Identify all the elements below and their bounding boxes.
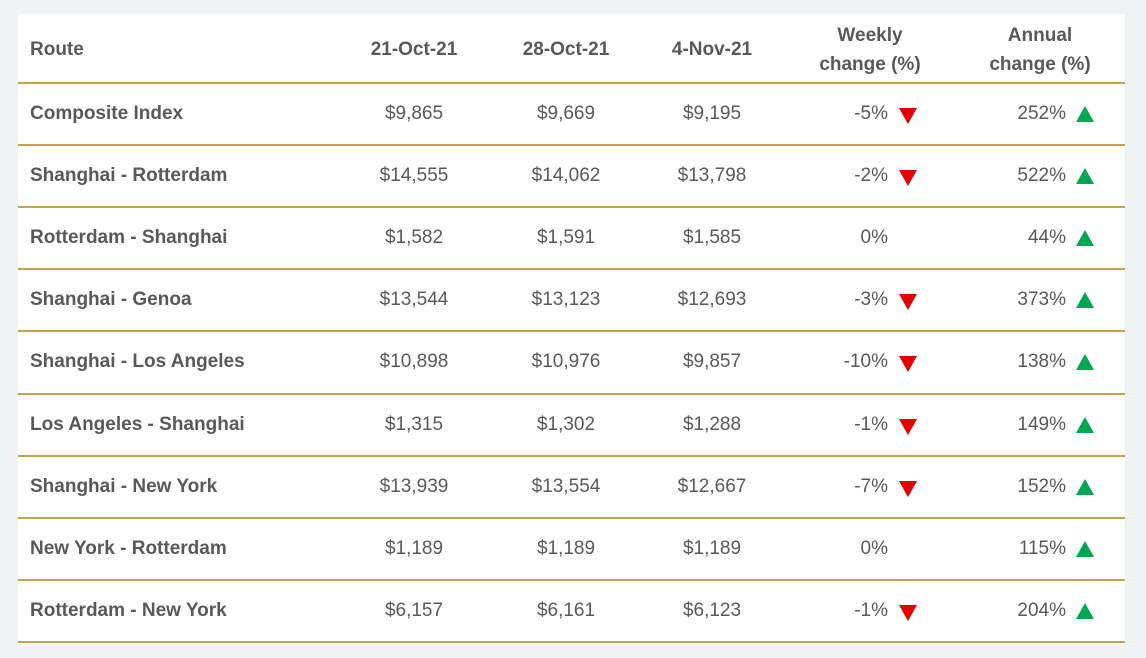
down-arrow xyxy=(899,480,917,497)
cell-value: -5% xyxy=(854,103,888,124)
row-rule xyxy=(18,640,1125,643)
cell-value: -3% xyxy=(854,289,888,311)
row-rule xyxy=(18,144,1125,147)
cell-value: 44% xyxy=(1027,227,1066,249)
cell-value: $12,693 xyxy=(677,289,747,311)
cell-value: 0% xyxy=(860,227,888,249)
up-arrow xyxy=(1076,416,1094,433)
cell-value: $1,189 xyxy=(682,537,742,559)
cell-value: -1% xyxy=(854,599,888,621)
cell-value: $14,062 xyxy=(531,165,601,187)
cell-value: 252% xyxy=(1017,103,1066,124)
up-arrow xyxy=(1076,292,1094,309)
column-header: 4-Nov-21 xyxy=(671,39,753,60)
column-header: 21-Oct-21 xyxy=(370,39,458,60)
cell-value: $9,195 xyxy=(682,103,742,124)
cell-value: -2% xyxy=(854,165,888,187)
cell-value: -7% xyxy=(854,475,888,497)
down-arrow xyxy=(899,356,917,373)
route-name: Rotterdam - New York xyxy=(30,599,227,621)
cell-value: $1,302 xyxy=(536,413,596,435)
up-arrow xyxy=(1076,602,1094,619)
cell-value: -10% xyxy=(843,351,888,373)
cell-value: 522% xyxy=(1017,165,1066,187)
down-arrow xyxy=(899,418,917,435)
route-name: Composite Index xyxy=(30,103,184,124)
cell-value: $9,857 xyxy=(682,351,742,373)
cell-value: $10,976 xyxy=(531,351,601,373)
route-name: Shanghai - Rotterdam xyxy=(30,165,228,187)
down-arrow xyxy=(899,170,917,187)
cell-value: $13,544 xyxy=(379,289,449,311)
cell-value: $13,554 xyxy=(531,475,601,497)
row-rule xyxy=(18,392,1125,395)
cell-value: 115% xyxy=(1018,537,1066,559)
column-header: Route xyxy=(30,39,84,60)
route-name: New York - Rotterdam xyxy=(30,537,227,559)
cell-value: $1,288 xyxy=(682,413,742,435)
up-arrow xyxy=(1076,106,1094,122)
cell-value: $1,189 xyxy=(536,537,596,559)
cell-value: $1,189 xyxy=(384,537,444,559)
cell-value: $9,865 xyxy=(384,103,444,124)
route-name: Shanghai - Genoa xyxy=(30,289,192,311)
cell-value: $6,123 xyxy=(682,599,742,621)
route-name: Shanghai - New York xyxy=(30,475,218,497)
up-arrow xyxy=(1076,354,1094,371)
cell-value: $10,898 xyxy=(379,351,449,373)
cell-value: 204% xyxy=(1017,599,1066,621)
cell-value: $1,591 xyxy=(536,227,596,249)
up-arrow xyxy=(1076,168,1094,185)
up-arrow xyxy=(1076,478,1094,495)
column-header: Annual change (%) xyxy=(989,25,1091,75)
cell-value: 152% xyxy=(1017,475,1066,497)
cell-value: 149% xyxy=(1017,413,1066,435)
cell-value: $14,555 xyxy=(379,165,449,187)
route-name: Los Angeles - Shanghai xyxy=(30,413,245,435)
cell-value: 373% xyxy=(1017,289,1066,311)
cell-value: $6,161 xyxy=(536,599,596,621)
row-rule xyxy=(18,454,1125,457)
cell-value: $13,798 xyxy=(677,165,747,187)
cell-value: -1% xyxy=(854,413,888,435)
table: Route 21-Oct-21 28-Oct-21 4-Nov-21 Weekly ch… xyxy=(18,14,1125,644)
cell-value: $6,157 xyxy=(384,599,444,621)
cell-value: $9,669 xyxy=(536,103,596,124)
cell-value: 0% xyxy=(860,537,888,559)
column-header: Weekly change (%) xyxy=(819,25,921,75)
cell-value: $1,315 xyxy=(384,413,444,435)
down-arrow xyxy=(899,294,917,311)
header-rule xyxy=(18,82,1125,84)
up-arrow xyxy=(1076,540,1094,557)
row-rule xyxy=(18,206,1125,209)
route-name: Shanghai - Los Angeles xyxy=(30,351,245,373)
row-rule xyxy=(18,268,1125,271)
down-arrow xyxy=(899,604,917,621)
cell-value: $12,667 xyxy=(677,475,747,497)
row-rule xyxy=(18,578,1125,581)
column-header: 28-Oct-21 xyxy=(522,39,610,60)
up-arrow xyxy=(1076,230,1094,247)
cell-value: $1,585 xyxy=(682,227,742,249)
down-arrow xyxy=(899,108,917,124)
cell-value: $1,582 xyxy=(384,227,444,249)
cell-value: $13,123 xyxy=(531,289,601,311)
cell-value: 138% xyxy=(1017,351,1066,373)
row-rule xyxy=(18,516,1125,519)
row-rule xyxy=(18,330,1125,333)
cell-value: $13,939 xyxy=(379,475,449,497)
route-name: Rotterdam - Shanghai xyxy=(30,227,228,249)
